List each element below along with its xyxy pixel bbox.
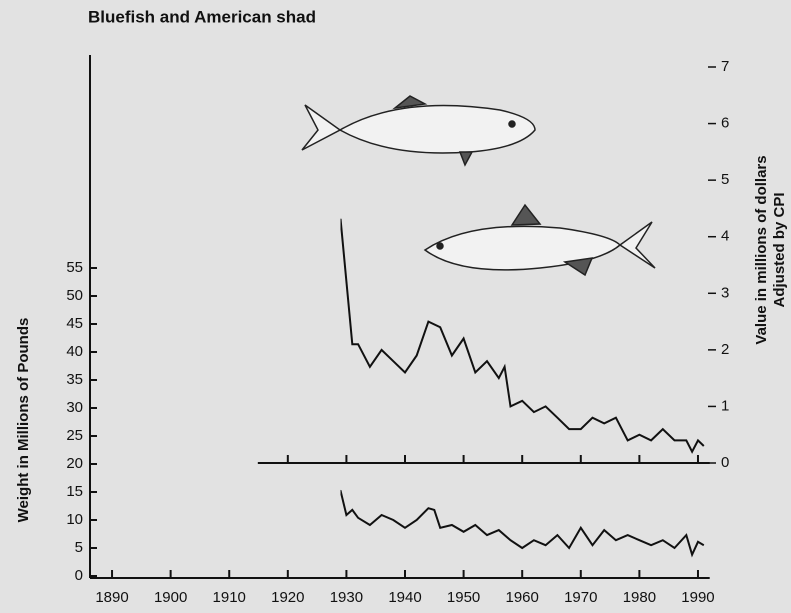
y2-axis-label: Adjusted by CPI [771,192,788,307]
data-line [340,218,705,454]
y2-tick-label: 2 [721,341,729,358]
y-tick-label: 5 [75,539,83,556]
x-tick-label: 1890 [95,589,128,606]
y-tick-label: 35 [66,371,83,388]
y-tick-label: 40 [66,343,83,360]
y-tick-label: 25 [66,427,83,444]
y-tick-label: 45 [66,315,83,332]
y-axis-label: Weight in Millions of Pounds [15,318,32,523]
x-tick-label: 1920 [271,589,304,606]
y2-tick-label: 6 [721,115,729,132]
y2-tick-label: 0 [721,454,729,471]
y-tick-label: 50 [66,287,83,304]
y2-tick-label: 4 [721,228,729,245]
x-tick-label: 1950 [447,589,480,606]
x-tick-label: 1910 [213,589,246,606]
y2-tick-label: 5 [721,171,729,188]
chart-title: Bluefish and American shad [88,7,316,26]
x-tick-label: 1940 [388,589,421,606]
x-tick-label: 1900 [154,589,187,606]
y-tick-label: 15 [66,483,83,500]
y2-axis-label: Value in millions of dollars [753,155,770,344]
x-tick-label: 1980 [623,589,656,606]
y2-tick-label: 7 [721,58,729,75]
y2-tick-label: 1 [721,397,729,414]
shad-drawing [423,203,656,277]
data-line [340,489,705,558]
y-tick-label: 55 [66,259,83,276]
y-tick-label: 20 [66,455,83,472]
y-tick-label: 10 [66,511,83,528]
x-tick-label: 1990 [681,589,714,606]
x-tick-label: 1930 [330,589,363,606]
x-tick-label: 1970 [564,589,597,606]
y-tick-label: 30 [66,399,83,416]
bluefish-drawing [301,95,536,167]
x-tick-label: 1960 [506,589,539,606]
y-tick-label: 0 [75,567,83,584]
y2-tick-label: 3 [721,284,729,301]
